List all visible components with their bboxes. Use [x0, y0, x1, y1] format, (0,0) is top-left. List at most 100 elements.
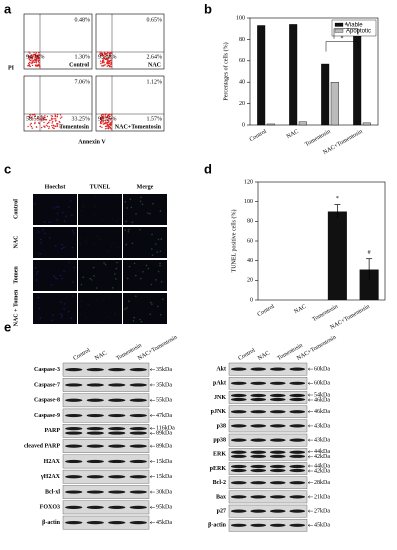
- blot-strip: [228, 419, 308, 433]
- band: [65, 505, 83, 509]
- event-dot: [108, 114, 110, 117]
- nucleus: [95, 299, 97, 301]
- band: [65, 475, 83, 479]
- event-dot: [44, 119, 47, 121]
- size-arrow: [149, 490, 155, 494]
- bar: [257, 25, 266, 126]
- row-label: Tomen: [13, 266, 19, 284]
- band: [250, 381, 267, 385]
- nucleus: [139, 200, 142, 203]
- event-dot: [104, 58, 106, 61]
- bar: [298, 121, 307, 126]
- event-dot: [42, 116, 44, 118]
- nucleus: [116, 195, 118, 198]
- blot-strip: [62, 485, 150, 499]
- quadrant-value: 95.08%: [98, 54, 117, 60]
- nucleus: [56, 212, 59, 215]
- event-dot: [31, 127, 33, 129]
- nucleus: [131, 242, 134, 245]
- band: [86, 521, 104, 525]
- quadrant-value: 92.05%: [98, 116, 117, 122]
- size-label: 42kDa: [314, 454, 330, 460]
- bar: [330, 81, 339, 126]
- nucleus: [157, 238, 160, 241]
- event-dot: [38, 54, 40, 56]
- band: [65, 459, 83, 464]
- legend-swatch: [334, 22, 344, 27]
- nucleus: [133, 262, 136, 265]
- nucleus: [160, 238, 163, 240]
- event-dot: [28, 57, 30, 59]
- nucleus: [61, 211, 64, 214]
- nucleus: [133, 316, 136, 319]
- size-label: 15kDa: [156, 459, 172, 465]
- event-dot: [54, 125, 56, 128]
- size-arrow: [149, 368, 155, 372]
- event-dot: [99, 51, 101, 53]
- event-dot: [52, 120, 54, 123]
- event-dot: [111, 117, 113, 120]
- event-dot: [108, 51, 110, 54]
- bracket: [333, 28, 359, 39]
- nucleus: [39, 252, 41, 255]
- band: [129, 459, 147, 464]
- y-tick-label: 60: [247, 238, 253, 244]
- band: [108, 427, 126, 431]
- event-dot: [30, 57, 32, 59]
- lane-label: NAC: [257, 350, 271, 362]
- protein-label: Bax: [216, 494, 226, 500]
- size-arrow: [307, 481, 313, 485]
- size-label: 95kDa: [156, 505, 172, 511]
- event-dot: [36, 57, 38, 60]
- event-dot: [39, 66, 41, 68]
- nucleus: [57, 206, 60, 208]
- event-dot: [99, 125, 101, 128]
- bar: [321, 63, 330, 126]
- band: [269, 495, 286, 499]
- event-dot: [59, 126, 61, 128]
- nucleus: [59, 274, 62, 277]
- event-dot: [32, 55, 34, 57]
- size-arrow: [307, 509, 313, 513]
- event-dot: [29, 117, 32, 119]
- event-dot: [41, 120, 43, 122]
- band: [65, 427, 83, 431]
- band: [65, 490, 83, 494]
- nucleus: [61, 247, 63, 250]
- event-dot: [59, 114, 62, 116]
- panel-label: b: [204, 1, 212, 16]
- event-dot: [51, 118, 53, 120]
- nucleus: [149, 313, 151, 315]
- size-arrow: [149, 475, 155, 479]
- nucleus: [95, 206, 97, 209]
- event-dot: [102, 65, 105, 67]
- nucleus: [124, 308, 126, 310]
- event-dot: [35, 126, 38, 128]
- band: [289, 464, 306, 469]
- bar: [327, 211, 347, 300]
- size-arrow: [307, 381, 313, 385]
- nucleus: [109, 210, 112, 212]
- band: [230, 468, 247, 473]
- event-dot: [35, 62, 38, 64]
- band: [269, 468, 286, 473]
- nucleus: [79, 313, 81, 316]
- plot-frame: [95, 75, 165, 132]
- band: [250, 481, 267, 485]
- band: [86, 368, 104, 372]
- event-dot: [38, 122, 41, 125]
- blot-strip: [228, 462, 308, 475]
- event-dot: [107, 124, 110, 126]
- size-arrow: [149, 521, 155, 525]
- quadrant-value: 0.65%: [147, 17, 163, 23]
- nucleus: [130, 206, 133, 209]
- nucleus: [157, 305, 159, 308]
- protein-label: γH2AX: [40, 474, 61, 480]
- event-dot: [46, 115, 49, 118]
- nucleus: [101, 218, 103, 221]
- nucleus: [56, 218, 58, 221]
- event-dot: [31, 114, 33, 116]
- nucleus: [115, 267, 118, 270]
- event-dot: [44, 116, 46, 119]
- event-dot: [108, 61, 111, 63]
